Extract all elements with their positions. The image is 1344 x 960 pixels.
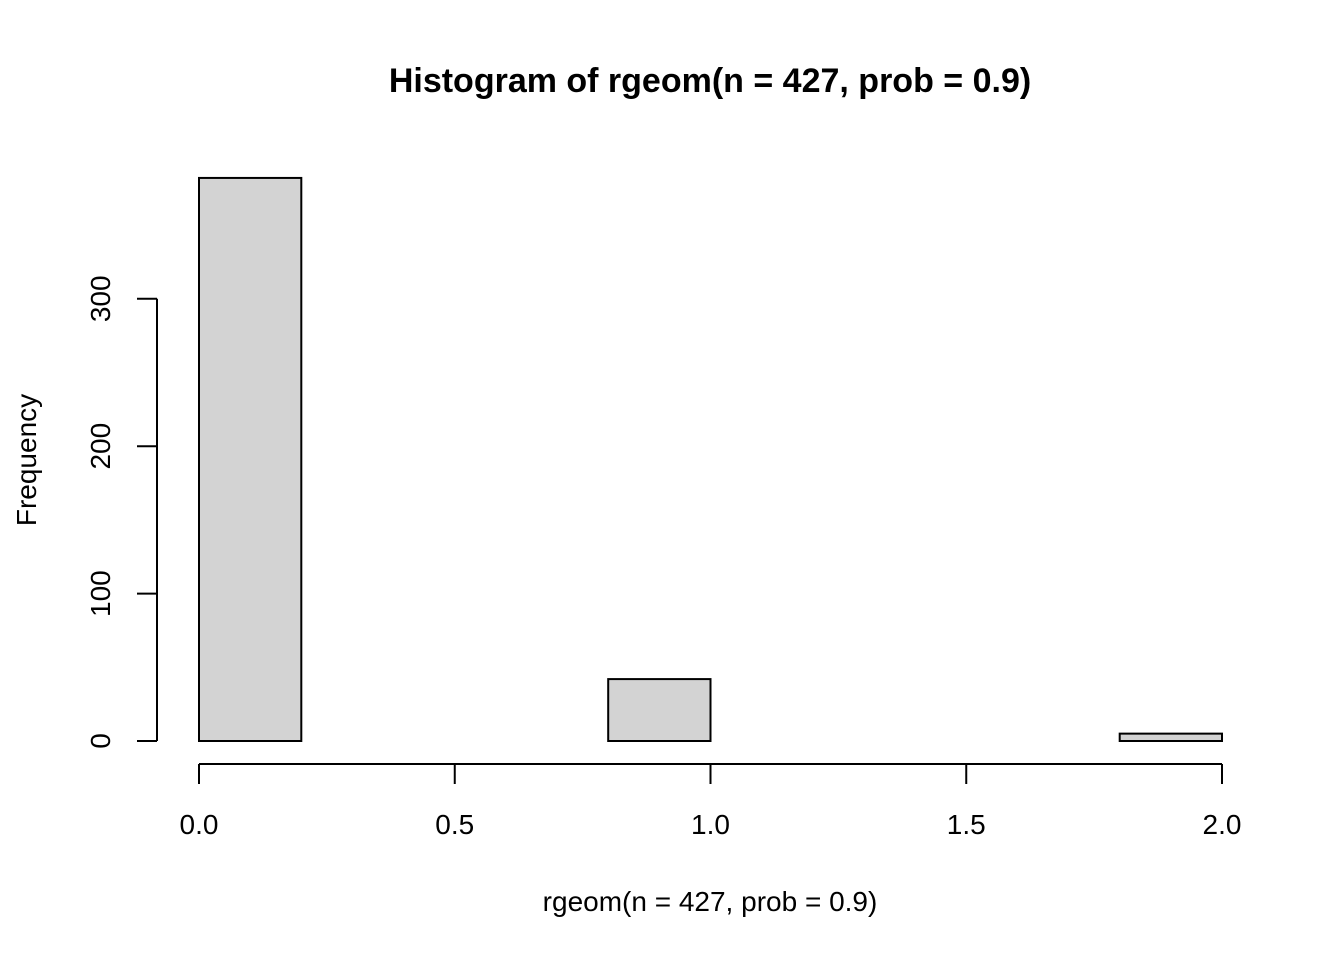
histogram-bar bbox=[1118, 732, 1223, 743]
x-tick-label: 0.5 bbox=[435, 809, 474, 840]
y-tick-label: 200 bbox=[85, 423, 116, 470]
x-tick-label: 2.0 bbox=[1203, 809, 1242, 840]
y-tick-label: 300 bbox=[85, 275, 116, 322]
histogram-bar bbox=[607, 678, 712, 742]
histogram-bar bbox=[198, 176, 303, 742]
y-axis-label: Frequency bbox=[11, 394, 42, 526]
y-tick-label: 100 bbox=[85, 570, 116, 617]
chart-title: Histogram of rgeom(n = 427, prob = 0.9) bbox=[389, 62, 1031, 100]
x-tick-label: 1.5 bbox=[947, 809, 986, 840]
x-tick-label: 0.0 bbox=[180, 809, 219, 840]
x-axis-label: rgeom(n = 427, prob = 0.9) bbox=[543, 886, 878, 917]
y-tick-label: 0 bbox=[85, 733, 116, 749]
x-tick-label: 1.0 bbox=[691, 809, 730, 840]
histogram-bars bbox=[198, 176, 1223, 743]
x-axis: 0.0 0.5 1.0 1.5 2.0 bbox=[180, 763, 1242, 840]
y-axis: 0 100 200 300 bbox=[85, 275, 158, 749]
